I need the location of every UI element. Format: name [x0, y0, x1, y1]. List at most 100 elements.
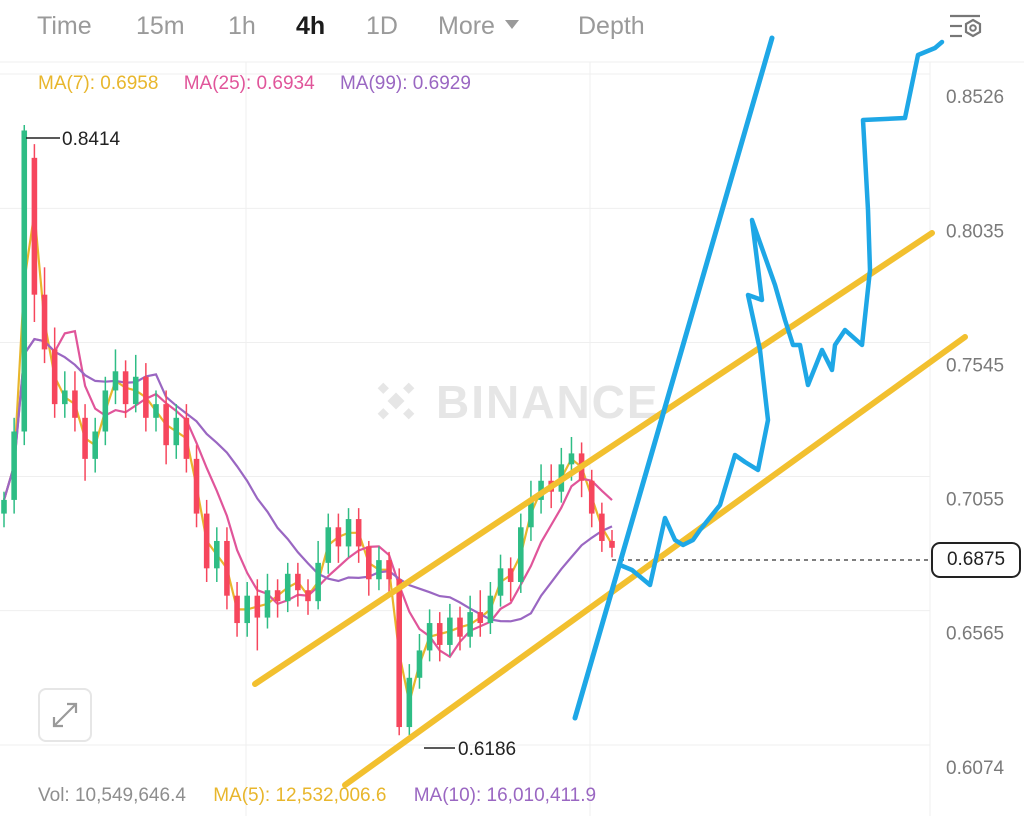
candle-body	[426, 623, 433, 651]
candle-body	[72, 390, 78, 418]
candle-body	[264, 590, 271, 618]
y-tick-label: 0.7545	[946, 355, 1004, 376]
expand-chart-button[interactable]	[38, 688, 92, 742]
candle-body	[122, 371, 129, 405]
chevron-down-icon	[504, 20, 519, 29]
candle-body	[51, 349, 58, 405]
watermark: BINANCE	[377, 376, 660, 428]
candle-body	[203, 513, 210, 569]
tab-depth[interactable]: Depth	[578, 12, 645, 40]
candle-body	[173, 417, 180, 446]
candle-body	[102, 390, 109, 432]
tab-1d[interactable]: 1D	[366, 12, 398, 40]
candle-body	[234, 595, 240, 624]
volume-value: Vol: 10,549,646.4	[38, 785, 186, 806]
candle-body	[599, 513, 605, 541]
candle-body	[507, 568, 514, 583]
y-tick-label: 0.6074	[946, 758, 1005, 779]
price-axis: 0.8526 0.8035 0.7545 0.7055 0.6565 0.6074	[946, 87, 1005, 779]
candle-body	[193, 458, 200, 514]
candle-body	[467, 612, 473, 637]
chart-settings-icon	[950, 14, 982, 38]
tab-time[interactable]: Time	[37, 12, 92, 40]
candle-body	[284, 573, 291, 602]
high-label: 0.8414	[62, 129, 121, 150]
candle-body	[366, 546, 372, 580]
watermark-text: BINANCE	[436, 376, 660, 428]
candle-body	[295, 573, 301, 591]
candle-body	[315, 562, 321, 602]
candle-body	[588, 480, 595, 514]
candlesticks	[1, 125, 615, 736]
candle-body	[416, 650, 423, 678]
candle-body	[224, 540, 230, 596]
tab-more-label: More	[438, 12, 495, 40]
tab-more[interactable]: More	[438, 12, 519, 41]
candle-body	[153, 404, 159, 418]
tab-4h[interactable]: 4h	[296, 12, 326, 40]
y-tick-label: 0.8526	[946, 87, 1004, 108]
candle-body	[436, 623, 443, 645]
expand-icon	[52, 702, 78, 728]
current-price-tag: 0.6875	[931, 542, 1021, 578]
candle-body	[325, 527, 332, 563]
candle-body	[254, 595, 261, 618]
y-tick-label: 0.8035	[946, 221, 1004, 242]
candle-body	[335, 527, 342, 547]
ma25-value: MA(25): 0.6934	[183, 73, 315, 94]
chart-settings-button[interactable]	[946, 10, 986, 44]
candle-body	[457, 617, 463, 637]
candle-body	[82, 417, 88, 459]
tab-1h[interactable]: 1h	[228, 12, 256, 40]
candle-body	[355, 519, 362, 547]
candle-body	[568, 453, 575, 465]
ma7-value: MA(7): 0.6958	[38, 73, 159, 94]
y-tick-label: 0.6565	[946, 624, 1004, 645]
candle-body	[406, 677, 413, 728]
y-tick-label: 0.7055	[946, 490, 1004, 511]
candle-body	[31, 157, 38, 295]
candle-body	[497, 568, 504, 596]
candle-body	[396, 579, 402, 728]
binance-logo-icon	[377, 382, 415, 420]
tab-15m[interactable]: 15m	[136, 12, 185, 40]
candle-body	[244, 595, 250, 624]
candle-body	[487, 595, 494, 624]
candle-body	[345, 519, 352, 547]
volume-ma10-value: MA(10): 16,010,411.9	[413, 785, 597, 806]
user-drawings	[252, 35, 968, 788]
timeframe-toolbar: Time 15m 1h 4h 1D More Depth	[0, 0, 1024, 58]
ma99-value: MA(99): 0.6929	[339, 73, 471, 94]
candle-body	[41, 294, 48, 350]
candle-body	[183, 417, 190, 459]
candle-body	[214, 540, 220, 569]
candle-body	[143, 376, 149, 418]
candle-body	[21, 130, 28, 432]
candle-body	[132, 376, 139, 405]
low-label: 0.6186	[458, 739, 516, 760]
candle-body	[1, 499, 7, 514]
ma-legend: MA(7): 0.6958 MA(25): 0.6934 MA(99): 0.6…	[38, 73, 491, 95]
candle-body	[62, 390, 68, 405]
candle-body	[274, 590, 281, 602]
trend-line	[572, 35, 775, 721]
chart-grid	[0, 61, 1024, 816]
candle-body	[386, 560, 392, 580]
candle-body	[477, 612, 484, 624]
candle-body	[163, 404, 169, 446]
price-annotations: 0.8414 0.6186	[26, 129, 930, 760]
candle-body	[112, 371, 119, 391]
volume-legend: Vol: 10,549,646.4 MA(5): 12,532,006.6 MA…	[38, 785, 618, 807]
candle-body	[305, 590, 311, 602]
candle-body	[11, 431, 17, 500]
projection-freehand	[617, 39, 945, 588]
candle-body	[376, 560, 382, 580]
candle-body	[92, 431, 98, 459]
candle-body	[528, 499, 534, 528]
candle-body	[609, 540, 615, 548]
volume-ma5-value: MA(5): 12,532,006.6	[213, 785, 387, 806]
candle-body	[518, 527, 524, 583]
channel-upper-line	[252, 230, 935, 687]
candle-body	[447, 617, 453, 645]
